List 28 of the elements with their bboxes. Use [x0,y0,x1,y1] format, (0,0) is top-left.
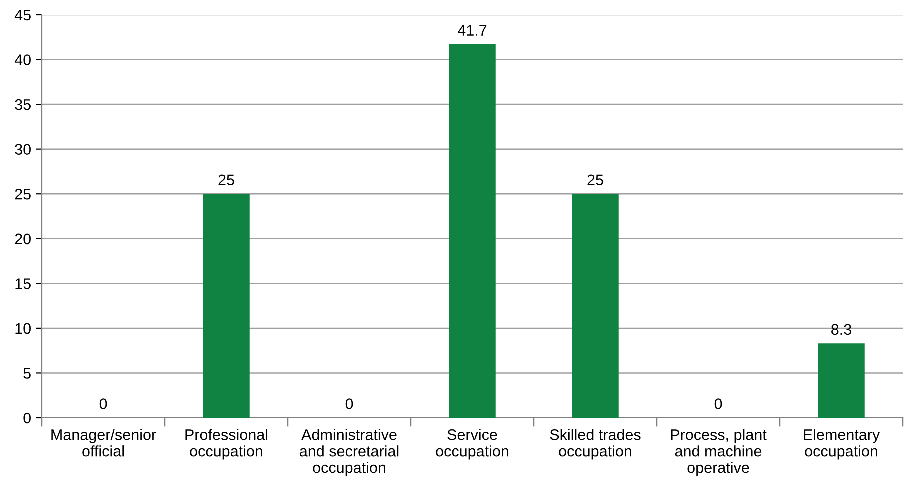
y-tick-label: 40 [14,54,31,66]
x-tick-label: Skilled trades occupation [550,429,641,460]
x-tick-label: Administrative and secretarial occupation [300,429,399,476]
data-label: 41.7 [458,25,487,36]
bar [449,44,496,418]
data-label: 0 [100,398,108,410]
y-tick-label: 15 [16,278,31,290]
y-tick-label: 0 [24,412,31,424]
data-label: 0 [714,398,722,410]
y-tick-label: 45 [14,10,31,21]
data-label: 0 [346,398,354,410]
bar [572,194,619,418]
data-label: 8.3 [832,324,852,336]
y-tick-label: 35 [15,99,31,110]
bar [203,194,250,418]
x-tick-label: Elementary occupation [804,429,880,460]
y-tick-label: 20 [15,234,31,245]
y-tick-label: 5 [24,368,31,379]
y-tick-label: 25 [15,188,31,200]
bar [818,344,865,418]
x-tick-label: Professional occupation [186,429,268,460]
x-tick-label: Service occupation [436,429,508,460]
x-tick-label: Process, plant and machine operative [671,429,767,476]
x-tick-label: Manager/senior official [52,429,156,457]
data-label: 25 [588,174,604,186]
data-label: 25 [218,174,234,186]
y-tick-label: 30 [15,144,31,156]
y-tick-label: 10 [16,323,31,334]
